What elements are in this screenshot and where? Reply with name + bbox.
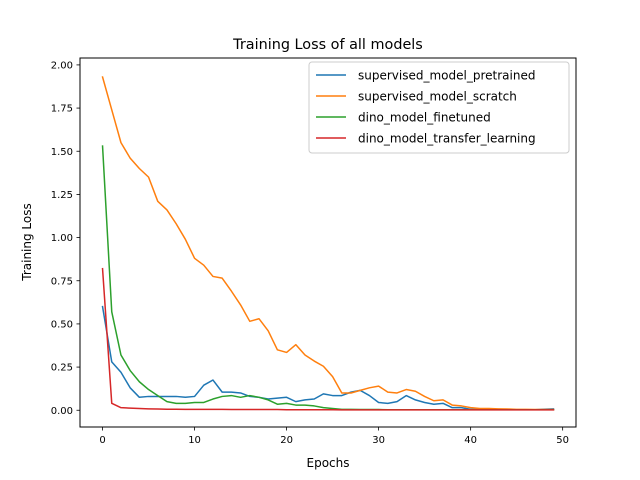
y-tick-label: 0.25 [51,363,73,374]
y-tick-label: 0.50 [51,320,73,331]
x-tick-label: 50 [556,435,569,446]
x-tick-label: 30 [372,435,385,446]
x-tick-label: 40 [464,435,477,446]
x-tick-label: 0 [99,435,105,446]
plot-lines [101,76,555,411]
y-tick-label: 1.50 [51,147,73,158]
y-tick-label: 0.75 [51,276,73,287]
legend: supervised_model_pretrained supervised_mo… [308,61,570,154]
legend-box [308,61,570,154]
y-axis-ticks: 0.00 0.25 0.50 0.75 1.00 1.25 1.50 1.75 2.00 [51,61,80,417]
y-tick-label: 1.00 [51,233,73,244]
x-tick-label: 10 [188,435,201,446]
legend-label: dino_model_finetuned [358,110,491,124]
x-tick-label: 20 [280,435,293,446]
x-axis-label: Epochs [307,456,350,470]
legend-label: dino_model_transfer_learning [358,131,536,145]
plot-area-frame [79,57,577,428]
legend-label: supervised_model_pretrained [358,68,535,82]
y-tick-label: 1.25 [51,190,73,201]
y-axis-label: Training Loss [20,203,34,281]
series-line-1 [101,76,555,411]
series-line-3 [101,267,555,411]
chart-title: Training Loss of all models [232,37,423,53]
y-tick-label: 2.00 [51,61,73,72]
y-tick-label: 0.00 [51,406,73,417]
legend-label: supervised_model_scratch [358,89,517,103]
x-axis-ticks: 0 10 20 30 40 50 [99,427,569,446]
y-tick-label: 1.75 [51,104,73,115]
